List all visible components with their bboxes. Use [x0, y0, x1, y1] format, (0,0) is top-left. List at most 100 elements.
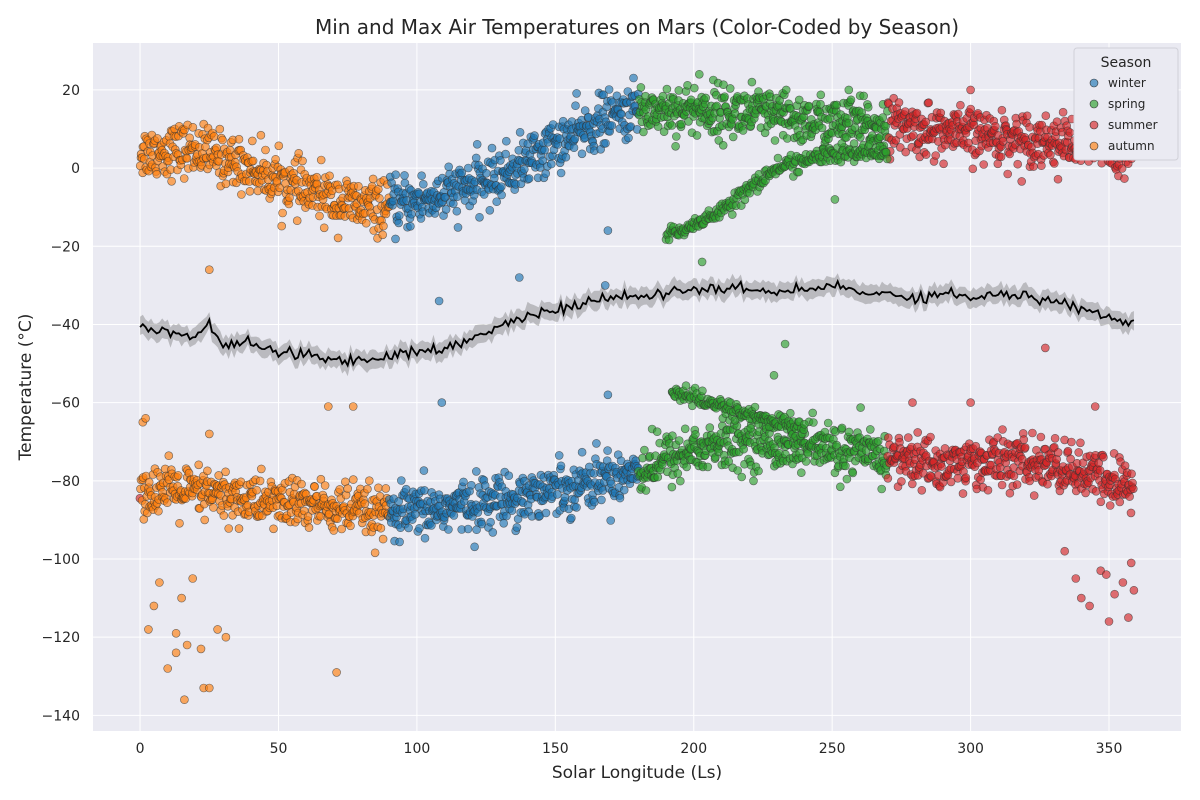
- data-point-spring: [830, 195, 840, 204]
- data-point-spring: [794, 95, 804, 105]
- x-tick-label: 150: [542, 741, 569, 757]
- data-point-winter: [566, 513, 576, 523]
- data-point-winter: [459, 477, 468, 487]
- data-point-winter: [453, 223, 463, 232]
- data-point-winter: [519, 165, 529, 174]
- data-point-autumn: [144, 477, 154, 487]
- data-point-winter: [471, 467, 481, 476]
- data-point-summer: [894, 98, 904, 107]
- data-point-summer: [1081, 488, 1090, 498]
- data-point-winter: [449, 511, 459, 520]
- data-point-winter: [487, 143, 497, 153]
- data-point-spring: [842, 133, 851, 142]
- chart-title: Min and Max Air Temperatures on Mars (Co…: [315, 15, 959, 39]
- data-point-winter: [472, 140, 482, 149]
- data-point-spring: [747, 77, 757, 87]
- data-point-autumn: [144, 625, 153, 634]
- y-tick-label: −100: [42, 552, 80, 568]
- data-point-summer: [996, 152, 1006, 162]
- data-point-autumn: [196, 644, 206, 654]
- data-point-spring: [671, 132, 681, 141]
- data-point-autumn: [261, 145, 270, 155]
- data-point-spring: [641, 486, 651, 495]
- data-point-autumn: [188, 574, 197, 583]
- data-point-summer: [1041, 343, 1050, 353]
- data-point-summer: [1124, 613, 1133, 622]
- data-point-winter: [418, 179, 428, 189]
- y-tick-label: −80: [50, 474, 80, 490]
- data-point-winter: [489, 173, 499, 183]
- data-point-autumn: [205, 429, 214, 439]
- data-point-winter: [546, 159, 556, 169]
- data-point-spring: [652, 427, 662, 437]
- data-point-autumn: [163, 664, 172, 673]
- data-point-autumn: [141, 413, 150, 423]
- data-point-winter: [619, 485, 629, 495]
- data-point-autumn: [354, 182, 363, 191]
- data-point-spring: [725, 84, 735, 93]
- data-point-winter: [444, 162, 454, 172]
- data-point-summer: [1036, 432, 1046, 442]
- data-point-winter: [452, 206, 462, 216]
- data-point-winter: [466, 480, 476, 490]
- data-point-summer: [883, 473, 893, 483]
- data-point-spring: [800, 419, 809, 429]
- data-point-summer: [913, 428, 923, 437]
- data-point-winter: [541, 508, 551, 518]
- data-point-summer: [1041, 111, 1051, 120]
- data-point-spring: [865, 425, 875, 434]
- data-point-summer: [1020, 443, 1030, 452]
- x-axis-label: Solar Longitude (Ls): [552, 763, 722, 783]
- data-point-summer: [908, 398, 917, 407]
- data-point-spring: [882, 154, 892, 164]
- data-point-spring: [705, 423, 715, 432]
- x-tick-label: 300: [957, 741, 984, 757]
- legend-label-summer: summer: [1108, 118, 1158, 132]
- data-point-autumn: [333, 233, 343, 243]
- data-point-summer: [1090, 402, 1100, 411]
- data-point-spring: [682, 462, 692, 472]
- legend-marker-summer: [1089, 120, 1099, 130]
- data-point-summer: [903, 433, 913, 442]
- data-point-spring: [770, 136, 780, 145]
- data-point-spring: [674, 86, 684, 95]
- data-point-autumn: [368, 174, 378, 184]
- data-point-summer: [983, 485, 993, 495]
- data-point-spring: [835, 482, 845, 492]
- data-point-autumn: [188, 123, 198, 132]
- data-point-summer: [1050, 159, 1059, 168]
- data-point-spring: [801, 457, 811, 466]
- data-point-spring: [674, 436, 684, 445]
- data-point-winter: [444, 525, 453, 534]
- y-tick-label: −140: [42, 708, 80, 724]
- data-point-summer: [1029, 491, 1039, 500]
- data-point-autumn: [332, 668, 341, 677]
- data-point-winter: [524, 174, 534, 183]
- data-point-winter: [501, 136, 511, 146]
- data-point-autumn: [379, 221, 388, 231]
- data-point-winter: [606, 516, 616, 525]
- data-point-summer: [997, 480, 1007, 490]
- data-point-autumn: [346, 521, 355, 531]
- data-point-summer: [1129, 585, 1139, 595]
- data-point-winter: [496, 156, 505, 165]
- data-point-autumn: [155, 578, 164, 587]
- data-point-winter: [601, 139, 610, 148]
- data-point-summer: [1029, 162, 1038, 171]
- data-point-autumn: [205, 683, 214, 693]
- data-point-winter: [556, 168, 566, 178]
- data-point-winter: [540, 145, 549, 155]
- data-point-winter: [599, 90, 608, 99]
- data-point-spring: [808, 408, 818, 418]
- data-point-autumn: [154, 506, 163, 516]
- data-point-autumn: [294, 149, 304, 158]
- data-point-winter: [407, 209, 416, 219]
- data-point-spring: [681, 381, 691, 391]
- x-tick-label: 0: [136, 741, 145, 757]
- data-point-summer: [897, 477, 906, 486]
- data-point-autumn: [182, 640, 192, 650]
- data-point-summer: [997, 105, 1007, 115]
- data-point-winter: [530, 131, 539, 140]
- data-point-summer: [883, 433, 893, 443]
- x-tick-label: 200: [680, 741, 707, 757]
